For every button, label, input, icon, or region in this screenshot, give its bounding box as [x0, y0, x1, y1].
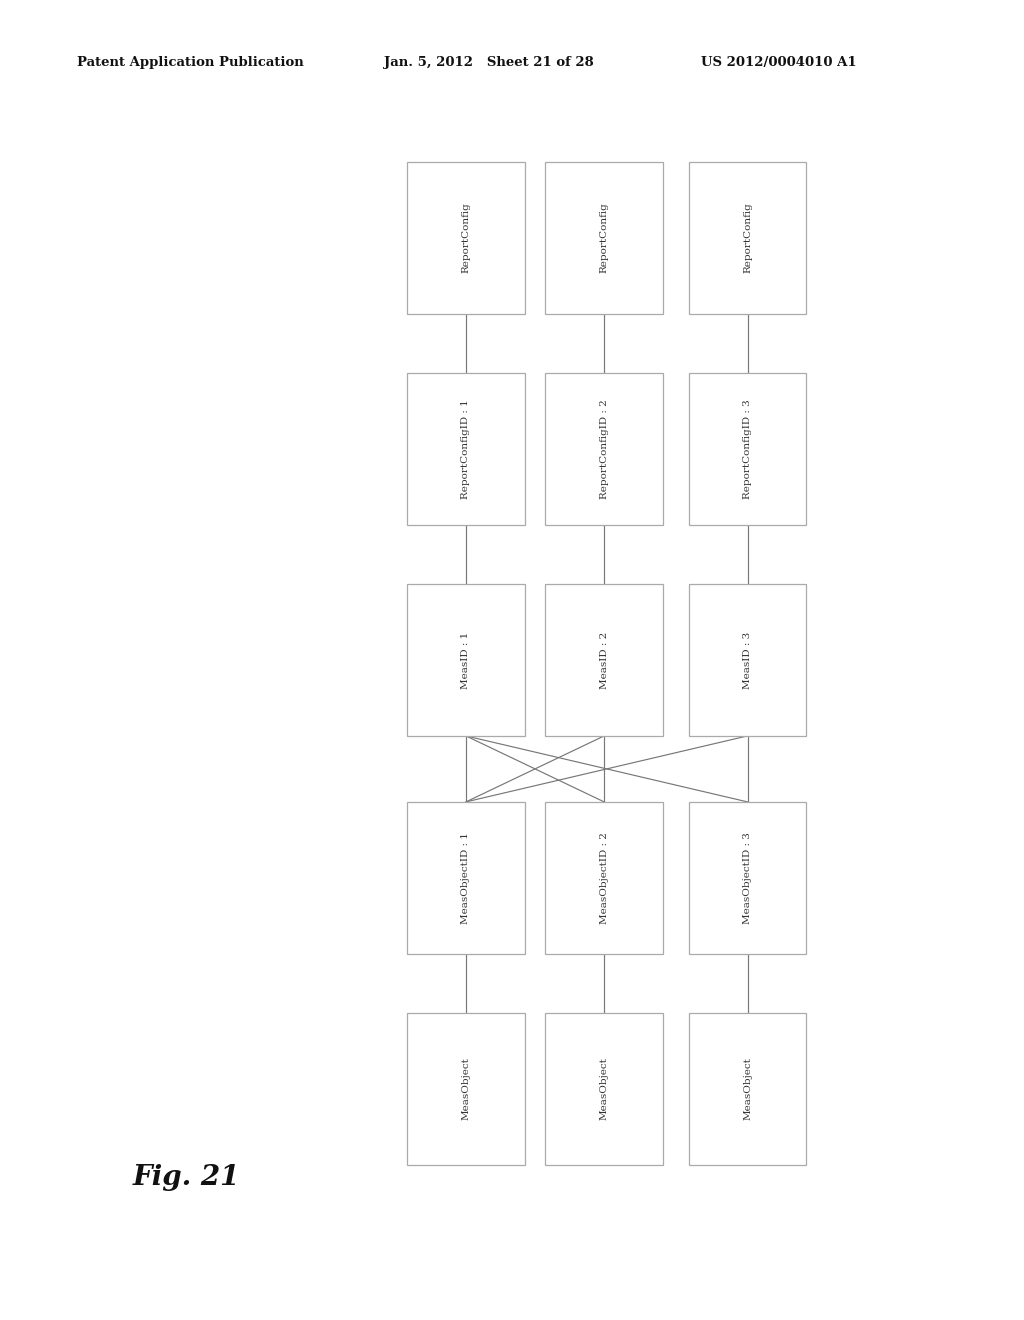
- Text: ReportConfig: ReportConfig: [462, 202, 470, 273]
- FancyBboxPatch shape: [408, 801, 525, 953]
- Text: MeasID : 2: MeasID : 2: [600, 631, 608, 689]
- FancyBboxPatch shape: [688, 162, 807, 314]
- Text: Jan. 5, 2012   Sheet 21 of 28: Jan. 5, 2012 Sheet 21 of 28: [384, 55, 594, 69]
- Text: ReportConfigID : 1: ReportConfigID : 1: [462, 399, 470, 499]
- Text: MeasID : 3: MeasID : 3: [743, 631, 752, 689]
- FancyBboxPatch shape: [545, 372, 664, 524]
- FancyBboxPatch shape: [408, 583, 525, 737]
- Text: US 2012/0004010 A1: US 2012/0004010 A1: [701, 55, 857, 69]
- FancyBboxPatch shape: [688, 801, 807, 953]
- FancyBboxPatch shape: [545, 583, 664, 737]
- FancyBboxPatch shape: [408, 372, 525, 524]
- Text: ReportConfig: ReportConfig: [600, 202, 608, 273]
- Text: MeasObject: MeasObject: [600, 1057, 608, 1121]
- FancyBboxPatch shape: [688, 583, 807, 737]
- Text: MeasObjectID : 3: MeasObjectID : 3: [743, 832, 752, 924]
- FancyBboxPatch shape: [408, 1014, 525, 1166]
- FancyBboxPatch shape: [545, 162, 664, 314]
- FancyBboxPatch shape: [545, 1014, 664, 1166]
- Text: Patent Application Publication: Patent Application Publication: [77, 55, 303, 69]
- FancyBboxPatch shape: [545, 801, 664, 953]
- Text: MeasObject: MeasObject: [743, 1057, 752, 1121]
- Text: ReportConfigID : 3: ReportConfigID : 3: [743, 399, 752, 499]
- Text: MeasID : 1: MeasID : 1: [462, 631, 470, 689]
- FancyBboxPatch shape: [688, 372, 807, 524]
- Text: Fig. 21: Fig. 21: [133, 1164, 241, 1191]
- FancyBboxPatch shape: [408, 162, 525, 314]
- Text: MeasObjectID : 2: MeasObjectID : 2: [600, 832, 608, 924]
- Text: MeasObject: MeasObject: [462, 1057, 470, 1121]
- Text: ReportConfig: ReportConfig: [743, 202, 752, 273]
- Text: MeasObjectID : 1: MeasObjectID : 1: [462, 832, 470, 924]
- FancyBboxPatch shape: [688, 1014, 807, 1166]
- Text: ReportConfigID : 2: ReportConfigID : 2: [600, 399, 608, 499]
